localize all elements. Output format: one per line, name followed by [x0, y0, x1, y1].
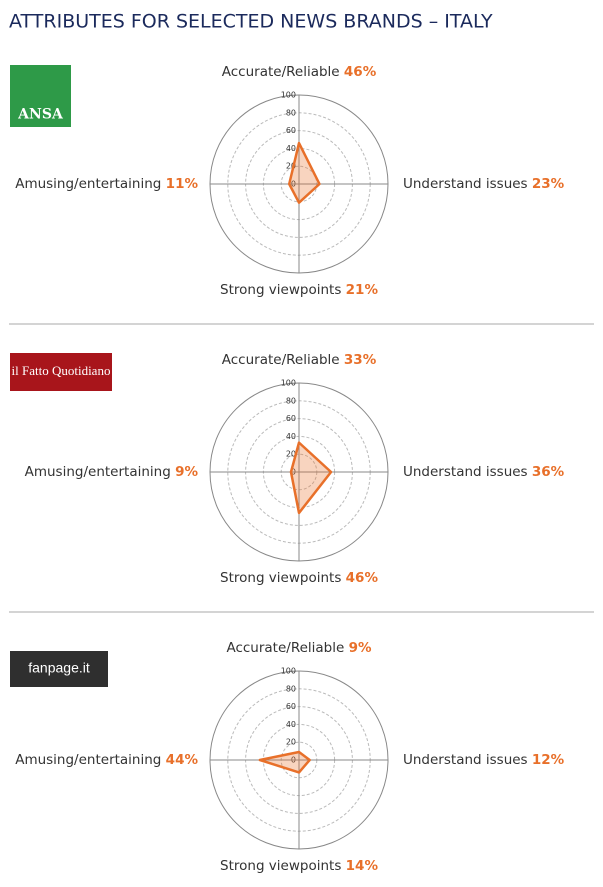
axis-name: Understand issues — [403, 176, 528, 192]
radar-area — [287, 141, 321, 204]
axis-label: Strong viewpoints 46% — [220, 570, 378, 586]
value-label: 46% — [344, 64, 377, 80]
value-label: 23% — [532, 176, 565, 192]
axis-name: Strong viewpoints — [220, 858, 341, 874]
axis-name: Accurate/Reliable — [222, 64, 340, 80]
axis-label: Strong viewpoints 21% — [220, 282, 378, 298]
axis-label: Amusing/entertaining 11% — [15, 176, 198, 192]
value-label: 9% — [349, 640, 372, 656]
brand-name: fanpage.it — [28, 660, 90, 676]
r-tick-label: 100 — [281, 91, 296, 100]
value-label: 9% — [175, 464, 198, 480]
brand-logo — [10, 651, 108, 687]
value-label: 11% — [166, 176, 199, 192]
value-label: 36% — [532, 464, 565, 480]
r-tick-label: 60 — [286, 702, 296, 711]
value-label: 46% — [346, 570, 379, 586]
r-tick-label: 20 — [286, 738, 296, 747]
axis-label: Accurate/Reliable 9% — [226, 640, 372, 656]
axis-name: Amusing/entertaining — [25, 464, 171, 480]
axis-label: Accurate/Reliable 46% — [222, 64, 377, 80]
axis-label: Understand issues 36% — [403, 464, 565, 480]
r-tick-label: 100 — [281, 379, 296, 388]
axis-label: Understand issues 23% — [403, 176, 565, 192]
value-label: 14% — [346, 858, 379, 874]
radar-area — [289, 441, 333, 515]
r-tick-label: 40 — [286, 720, 296, 729]
brand-name: ANSA — [17, 107, 64, 123]
axis-label: Understand issues 12% — [403, 752, 565, 768]
r-tick-label: 100 — [281, 667, 296, 676]
axis-name: Understand issues — [403, 752, 528, 768]
axis-name: Strong viewpoints — [220, 282, 341, 298]
brand-name: il Fatto Quotidiano — [12, 363, 111, 378]
axis-label: Amusing/entertaining 9% — [25, 464, 199, 480]
axis-name: Accurate/Reliable — [226, 640, 344, 656]
axis-name: Strong viewpoints — [220, 570, 341, 586]
value-label: 12% — [532, 752, 565, 768]
radar-area — [258, 750, 311, 774]
r-tick-label: 20 — [286, 162, 296, 171]
axis-label: Amusing/entertaining 44% — [15, 752, 198, 768]
brand-logo — [10, 65, 71, 127]
r-tick-label: 80 — [286, 108, 296, 117]
r-tick-label: 20 — [286, 450, 296, 459]
axis-name: Understand issues — [403, 464, 528, 480]
r-tick-label: 60 — [286, 126, 296, 135]
value-label: 44% — [166, 752, 199, 768]
value-label: 21% — [346, 282, 379, 298]
value-label: 33% — [344, 352, 377, 368]
axis-label: Accurate/Reliable 33% — [222, 352, 377, 368]
r-tick-label: 60 — [286, 414, 296, 423]
axis-name: Amusing/entertaining — [15, 176, 161, 192]
r-tick-label: 80 — [286, 684, 296, 693]
brand-logo — [10, 353, 112, 391]
r-tick-label: 40 — [286, 432, 296, 441]
axis-name: Accurate/Reliable — [222, 352, 340, 368]
page-title: ATTRIBUTES FOR SELECTED NEWS BRANDS – IT… — [9, 11, 493, 33]
axis-name: Amusing/entertaining — [15, 752, 161, 768]
r-tick-label: 80 — [286, 396, 296, 405]
axis-label: Strong viewpoints 14% — [220, 858, 378, 874]
r-tick-label: 40 — [286, 144, 296, 153]
